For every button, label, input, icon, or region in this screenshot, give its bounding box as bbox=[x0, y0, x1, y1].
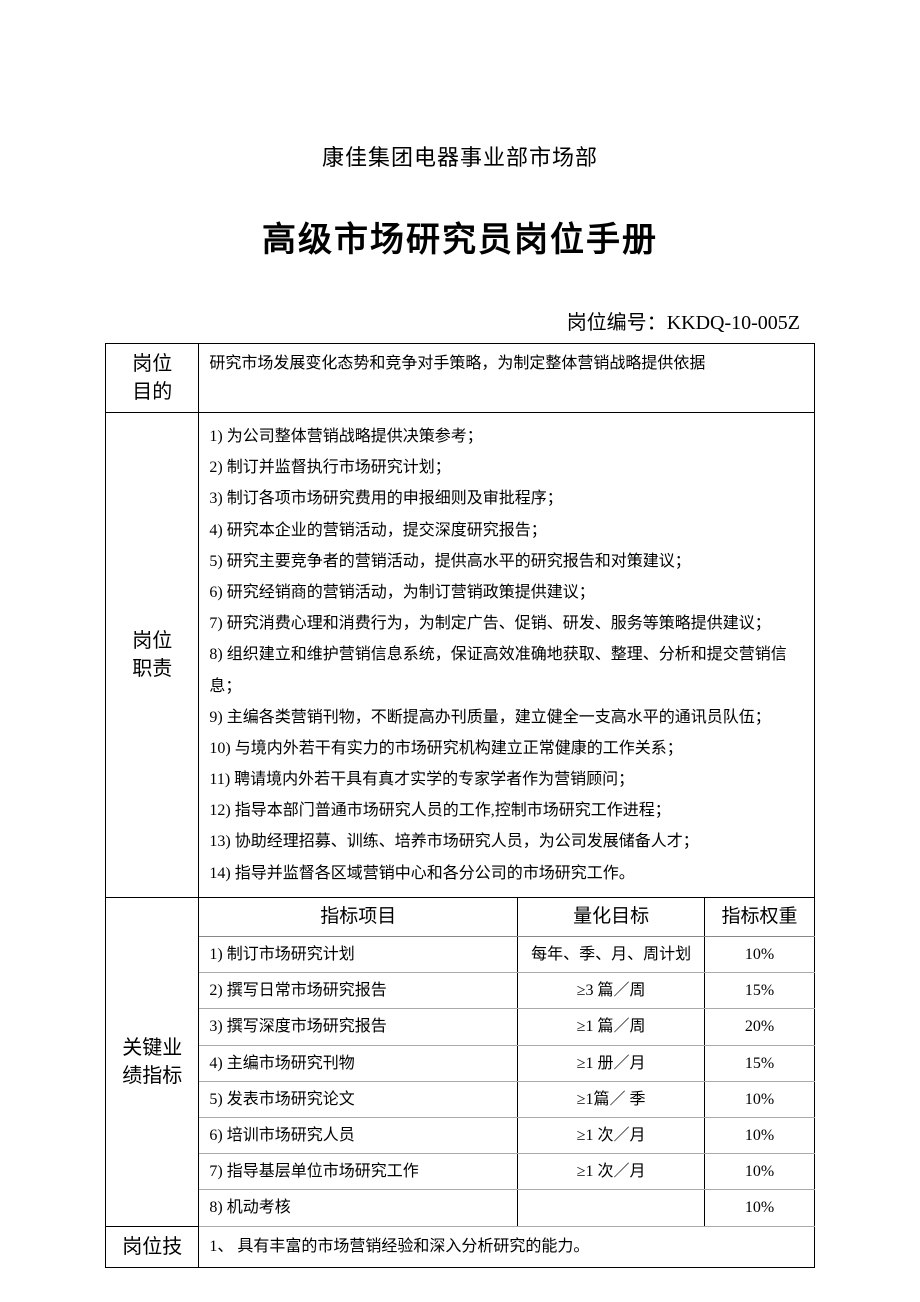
kpi-row: 6) 培训市场研究人员 ≥1 次／月 10% bbox=[106, 1118, 815, 1154]
kpi-weight: 10% bbox=[705, 1118, 815, 1154]
kpi-row: 8) 机动考核 10% bbox=[106, 1190, 815, 1226]
purpose-label: 岗位目的 bbox=[106, 344, 199, 413]
kpi-col1-header: 指标项目 bbox=[199, 897, 518, 936]
kpi-target: ≥1 册／月 bbox=[518, 1045, 705, 1081]
duty-item: 2) 制订并监督执行市场研究计划； bbox=[209, 452, 804, 483]
duty-item: 9) 主编各类营销刊物，不断提高办刊质量，建立健全一支高水平的通讯员队伍； bbox=[209, 702, 804, 733]
kpi-label: 关键业绩指标 bbox=[106, 897, 199, 1226]
kpi-item: 7) 指导基层单位市场研究工作 bbox=[199, 1154, 518, 1190]
duties-row: 岗位职责 1) 为公司整体营销战略提供决策参考； 2) 制订并监督执行市场研究计… bbox=[106, 413, 815, 898]
kpi-target: 每年、季、月、周计划 bbox=[518, 937, 705, 973]
kpi-target: ≥1 篇／周 bbox=[518, 1009, 705, 1045]
kpi-target: ≥3 篇／周 bbox=[518, 973, 705, 1009]
kpi-col2-header: 量化目标 bbox=[518, 897, 705, 936]
duty-item: 11) 聘请境内外若干具有真才实学的专家学者作为营销顾问； bbox=[209, 764, 804, 795]
duty-item: 3) 制订各项市场研究费用的申报细则及审批程序； bbox=[209, 483, 804, 514]
department-subtitle: 康佳集团电器事业部市场部 bbox=[105, 140, 815, 172]
kpi-weight: 15% bbox=[705, 1045, 815, 1081]
kpi-item: 6) 培训市场研究人员 bbox=[199, 1118, 518, 1154]
position-code-label: 岗位编号： bbox=[567, 312, 667, 334]
kpi-target: ≥1 次／月 bbox=[518, 1154, 705, 1190]
kpi-weight: 10% bbox=[705, 937, 815, 973]
kpi-row: 4) 主编市场研究刊物 ≥1 册／月 15% bbox=[106, 1045, 815, 1081]
document-title: 高级市场研究员岗位手册 bbox=[105, 212, 815, 261]
duty-item: 12) 指导本部门普通市场研究人员的工作,控制市场研究工作进程； bbox=[209, 795, 804, 826]
kpi-item: 3) 撰写深度市场研究报告 bbox=[199, 1009, 518, 1045]
kpi-row: 7) 指导基层单位市场研究工作 ≥1 次／月 10% bbox=[106, 1154, 815, 1190]
kpi-weight: 20% bbox=[705, 1009, 815, 1045]
kpi-header-row: 关键业绩指标 指标项目 量化目标 指标权重 bbox=[106, 897, 815, 936]
kpi-item: 1) 制订市场研究计划 bbox=[199, 937, 518, 973]
kpi-row: 5) 发表市场研究论文 ≥1篇／ 季 10% bbox=[106, 1081, 815, 1117]
duty-item: 8) 组织建立和维护营销信息系统，保证高效准确地获取、整理、分析和提交营销信息； bbox=[209, 639, 804, 701]
kpi-weight: 10% bbox=[705, 1154, 815, 1190]
duty-item: 6) 研究经销商的营销活动，为制订营销政策提供建议； bbox=[209, 577, 804, 608]
skills-content: 1、 具有丰富的市场营销经验和深入分析研究的能力。 bbox=[199, 1226, 815, 1267]
kpi-item: 4) 主编市场研究刊物 bbox=[199, 1045, 518, 1081]
kpi-row: 2) 撰写日常市场研究报告 ≥3 篇／周 15% bbox=[106, 973, 815, 1009]
kpi-col3-header: 指标权重 bbox=[705, 897, 815, 936]
duty-item: 1) 为公司整体营销战略提供决策参考； bbox=[209, 421, 804, 452]
duties-content: 1) 为公司整体营销战略提供决策参考； 2) 制订并监督执行市场研究计划； 3)… bbox=[199, 413, 815, 898]
kpi-weight: 15% bbox=[705, 973, 815, 1009]
kpi-target bbox=[518, 1190, 705, 1226]
duty-item: 14) 指导并监督各区域营销中心和各分公司的市场研究工作。 bbox=[209, 858, 804, 889]
kpi-weight: 10% bbox=[705, 1190, 815, 1226]
duties-label: 岗位职责 bbox=[106, 413, 199, 898]
skills-row: 岗位技 1、 具有丰富的市场营销经验和深入分析研究的能力。 bbox=[106, 1226, 815, 1267]
position-code: 岗位编号：KKDQ-10-005Z bbox=[105, 306, 815, 335]
kpi-item: 8) 机动考核 bbox=[199, 1190, 518, 1226]
kpi-row: 1) 制订市场研究计划 每年、季、月、周计划 10% bbox=[106, 937, 815, 973]
duty-item: 13) 协助经理招募、训练、培养市场研究人员，为公司发展储备人才； bbox=[209, 826, 804, 857]
kpi-target: ≥1 次／月 bbox=[518, 1118, 705, 1154]
kpi-weight: 10% bbox=[705, 1081, 815, 1117]
skills-label: 岗位技 bbox=[106, 1226, 199, 1267]
purpose-row: 岗位目的 研究市场发展变化态势和竞争对手策略，为制定整体营销战略提供依据 bbox=[106, 344, 815, 413]
kpi-item: 2) 撰写日常市场研究报告 bbox=[199, 973, 518, 1009]
duty-item: 7) 研究消费心理和消费行为，为制定广告、促销、研发、服务等策略提供建议； bbox=[209, 608, 804, 639]
manual-table: 岗位目的 研究市场发展变化态势和竞争对手策略，为制定整体营销战略提供依据 岗位职… bbox=[105, 343, 815, 1268]
duty-item: 4) 研究本企业的营销活动，提交深度研究报告； bbox=[209, 515, 804, 546]
purpose-content: 研究市场发展变化态势和竞争对手策略，为制定整体营销战略提供依据 bbox=[199, 344, 815, 413]
position-code-value: KKDQ-10-005Z bbox=[667, 312, 800, 334]
duty-item: 10) 与境内外若干有实力的市场研究机构建立正常健康的工作关系； bbox=[209, 733, 804, 764]
duty-item: 5) 研究主要竞争者的营销活动，提供高水平的研究报告和对策建议； bbox=[209, 546, 804, 577]
kpi-row: 3) 撰写深度市场研究报告 ≥1 篇／周 20% bbox=[106, 1009, 815, 1045]
kpi-item: 5) 发表市场研究论文 bbox=[199, 1081, 518, 1117]
kpi-target: ≥1篇／ 季 bbox=[518, 1081, 705, 1117]
